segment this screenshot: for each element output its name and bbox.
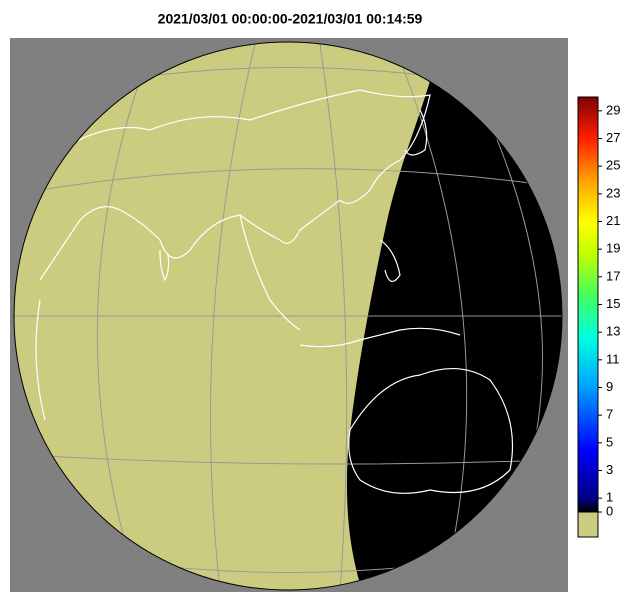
colorbar-tick-label: 9 (606, 379, 613, 394)
colorbar-tick-label: 25 (606, 158, 620, 173)
colorbar-daylight (577, 511, 599, 538)
colorbar-tick-label: 15 (606, 296, 620, 311)
colorbar-tick-label: 5 (606, 434, 613, 449)
colorbar-tick-label: 1 (606, 490, 613, 505)
colorbar-tick-label: 21 (606, 213, 620, 228)
colorbar-tick-label: 19 (606, 241, 620, 256)
colorbar-tick-label: 13 (606, 324, 620, 339)
colorbar-tick-label: 3 (606, 462, 613, 477)
colorbar-tick-label: 0 (606, 503, 613, 518)
colorbar-tick-label: 7 (606, 407, 613, 422)
colorbar-tick-label: 29 (606, 102, 620, 117)
map-title: 2021/03/01 00:00:00-2021/03/01 00:14:59 (158, 11, 423, 27)
colorbar-tick-label: 17 (606, 268, 620, 283)
colorbar-tick-label: 27 (606, 130, 620, 145)
colorbar (577, 96, 599, 513)
colorbar-tick-label: 23 (606, 185, 620, 200)
colorbar-tick-label: 11 (606, 351, 620, 366)
globe-outline (13, 41, 563, 591)
